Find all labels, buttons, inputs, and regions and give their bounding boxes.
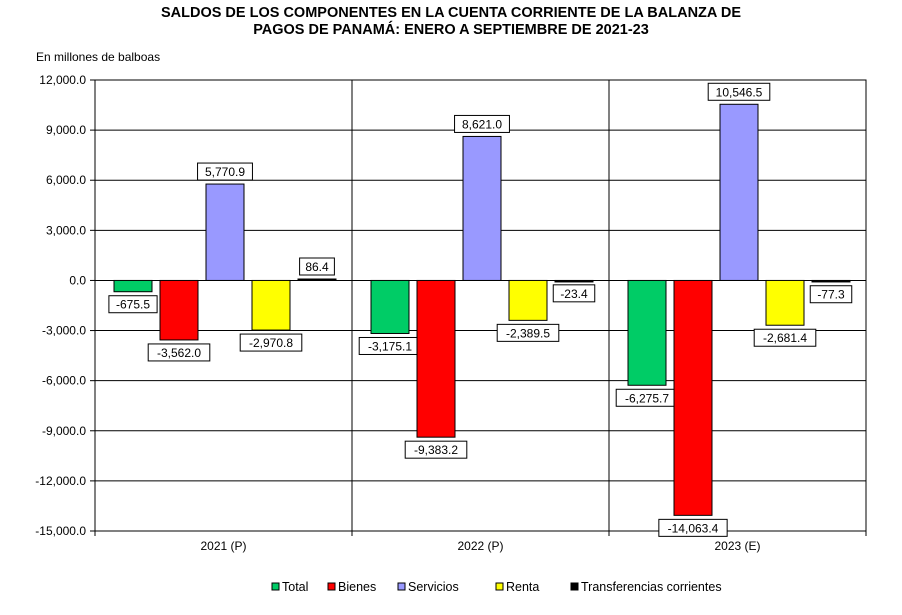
y-tick-label: -15,000.0 [35,524,86,538]
bar-servicios [719,103,759,281]
data-label-box [454,114,510,133]
data-label: -675.5 [116,298,150,312]
bar-renta [765,279,805,326]
data-label: 5,770.9 [205,165,245,179]
data-label: 10,546.5 [716,85,763,99]
legend-swatch [327,582,336,591]
y-tick-label: -6,000.0 [42,374,86,388]
x-tick-label: 2023 (E) [714,539,760,553]
bar-transferencias-corrientes [811,279,851,283]
data-label-box [707,82,771,101]
legend-label: Transferencias corrientes [581,580,722,594]
data-label-box [552,284,596,303]
data-label: -23.4 [560,287,588,301]
y-tick-label: 12,000.0 [39,73,86,87]
bar-servicios [205,183,245,281]
bar-renta [508,279,548,321]
bar-transferencias-corrientes [554,279,594,283]
data-label-box [147,343,211,362]
data-label: -6,275.7 [625,391,669,405]
legend-label: Renta [506,580,539,594]
data-label-box [299,257,335,276]
data-label: -14,063.4 [668,521,719,535]
y-tick-label: 3,000.0 [46,223,86,237]
legend-label: Servicios [408,580,459,594]
y-tick-label: -9,000.0 [42,424,86,438]
y-tick-label: 6,000.0 [46,173,86,187]
data-label-box [496,323,560,342]
legend-swatch [397,582,406,591]
bar-transferencias-corrientes [297,278,337,282]
chart-title: PAGOS DE PANAMÁ: ENERO A SEPTIEMBRE DE 2… [253,21,649,38]
data-label: -2,681.4 [763,331,807,345]
legend-swatch [570,582,579,591]
data-label: -3,562.0 [157,346,201,360]
chart-title: SALDOS DE LOS COMPONENTES EN LA CUENTA C… [161,5,741,21]
data-label: -9,383.2 [414,443,458,457]
x-tick-label: 2021 (P) [200,539,246,553]
bar-total [113,279,153,293]
y-tick-label: -3,000.0 [42,324,86,338]
bar-bienes [159,279,199,341]
data-label: -2,389.5 [506,326,550,340]
legend-label: Total [282,580,308,594]
data-label-box [197,162,253,181]
legend-swatch [271,582,280,591]
y-tick-label: 0.0 [69,273,86,287]
y-axis-label: En millones de balboas [36,50,160,64]
data-label: -77.3 [817,288,845,302]
data-label-box [404,440,468,459]
data-label: 8,621.0 [462,117,502,131]
data-label-box [753,328,817,347]
bar-servicios [462,135,502,281]
bar-bienes [673,279,713,516]
legend-label: Bienes [338,580,376,594]
x-tick-label: 2022 (P) [457,539,503,553]
data-label: -3,175.1 [368,339,412,353]
data-label-box [239,333,303,352]
legend-swatch [495,582,504,591]
data-label-box [809,285,853,304]
data-label: -2,970.8 [249,336,293,350]
bar-renta [251,279,291,331]
bar-bienes [416,279,456,438]
y-tick-label: 9,000.0 [46,123,86,137]
data-label-box [108,295,158,314]
bar-total [627,279,667,386]
data-label: 86.4 [305,260,329,274]
bar-total [370,279,410,334]
data-label-box [658,518,728,537]
y-tick-label: -12,000.0 [35,474,86,488]
